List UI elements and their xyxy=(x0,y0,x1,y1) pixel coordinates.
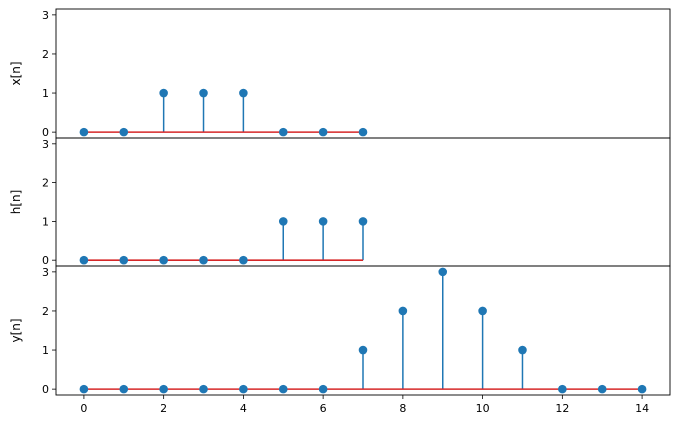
stem-marker xyxy=(199,255,208,265)
stem-marker xyxy=(318,127,328,137)
stem-marker xyxy=(597,384,607,394)
y-tick-label: 1 xyxy=(42,87,49,100)
stem-marker xyxy=(159,88,168,98)
x-tick-label: 2 xyxy=(160,402,167,415)
stem-marker xyxy=(239,384,248,394)
y-tick-label: 0 xyxy=(42,254,49,267)
stem-marker xyxy=(199,88,208,98)
y-tick-label: 3 xyxy=(42,9,49,22)
stem-marker xyxy=(278,217,288,226)
x-tick-label: 8 xyxy=(399,402,406,415)
y-tick-label: 2 xyxy=(42,48,49,61)
stem-marker xyxy=(79,384,89,394)
stem-marker xyxy=(159,384,168,394)
subplot-1: 0 1 2 3 x[n] xyxy=(9,8,671,139)
axes-frame xyxy=(55,265,671,396)
y-tick-label: 1 xyxy=(42,215,49,228)
stem-marker xyxy=(318,217,328,226)
stem-marker xyxy=(79,127,89,137)
stem-marker xyxy=(478,306,487,316)
y-axis-label: h[n] xyxy=(9,190,23,215)
y-tick-label: 2 xyxy=(42,177,49,190)
y-tick-label: 1 xyxy=(42,344,49,357)
subplot-2: 0 1 2 3 h[n] xyxy=(9,137,671,267)
stem-marker xyxy=(398,306,408,316)
stem-marker xyxy=(79,255,89,265)
x-tick-label: 4 xyxy=(240,402,247,415)
y-tick-label: 0 xyxy=(42,383,49,396)
stem-marker xyxy=(239,88,248,98)
stem-marker xyxy=(558,384,567,394)
axes-frame xyxy=(55,8,671,139)
stem-marker xyxy=(358,345,368,355)
y-tick-label: 3 xyxy=(42,138,49,151)
y-tick-label: 3 xyxy=(42,266,49,279)
x-tick-label: 6 xyxy=(320,402,327,415)
stem-marker xyxy=(119,255,129,265)
y-axis-label: x[n] xyxy=(9,61,23,85)
stem-marker xyxy=(199,384,208,394)
y-axis-label: y[n] xyxy=(9,318,23,342)
y-tick-label: 0 xyxy=(42,126,49,139)
x-tick-label: 10 xyxy=(476,402,490,415)
stem-marker xyxy=(358,127,368,137)
stem-marker xyxy=(119,384,129,394)
stem-marker xyxy=(239,255,248,265)
x-tick-label: 12 xyxy=(555,402,569,415)
stem-marker xyxy=(637,384,647,394)
y-tick-label: 2 xyxy=(42,305,49,318)
stem-marker xyxy=(358,217,368,226)
stem-marker xyxy=(518,345,527,355)
stem-marker xyxy=(438,267,448,277)
x-tick-label: 0 xyxy=(80,402,87,415)
stem-marker xyxy=(119,127,129,137)
stem-marker xyxy=(159,255,168,265)
stem-marker xyxy=(318,384,328,394)
stem-marker xyxy=(278,127,288,137)
x-tick-label: 14 xyxy=(635,402,649,415)
stem-marker xyxy=(278,384,288,394)
